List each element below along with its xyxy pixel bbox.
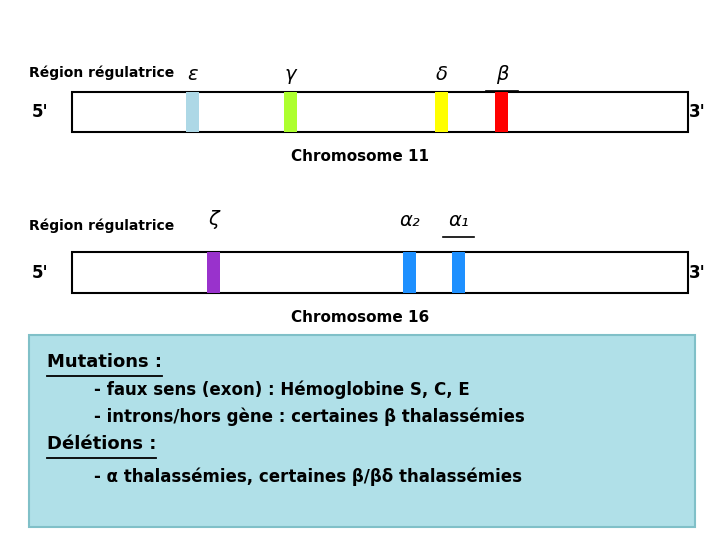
- FancyBboxPatch shape: [435, 92, 448, 132]
- FancyBboxPatch shape: [72, 252, 688, 293]
- Text: ε: ε: [187, 65, 197, 84]
- Text: 5': 5': [31, 264, 48, 282]
- FancyBboxPatch shape: [495, 92, 508, 132]
- Text: α₂: α₂: [400, 211, 420, 231]
- FancyBboxPatch shape: [284, 92, 297, 132]
- Text: - faux sens (exon) : Hémoglobine S, C, E: - faux sens (exon) : Hémoglobine S, C, E: [94, 381, 469, 399]
- Text: β: β: [495, 65, 508, 84]
- Text: 3': 3': [688, 264, 706, 282]
- Text: γ: γ: [284, 65, 296, 84]
- Text: δ: δ: [436, 65, 447, 84]
- FancyBboxPatch shape: [29, 335, 695, 526]
- Text: Chromosome 16: Chromosome 16: [291, 310, 429, 325]
- FancyBboxPatch shape: [72, 92, 688, 132]
- FancyBboxPatch shape: [186, 92, 199, 132]
- Text: Chromosome 11: Chromosome 11: [291, 149, 429, 164]
- Text: Mutations :: Mutations :: [47, 353, 162, 371]
- Text: - introns/hors gène : certaines β thalassémies: - introns/hors gène : certaines β thalas…: [94, 408, 524, 426]
- Text: ζ: ζ: [208, 210, 218, 229]
- Text: α₁: α₁: [449, 211, 469, 231]
- Text: - α thalassémies, certaines β/βδ thalassémies: - α thalassémies, certaines β/βδ thalass…: [94, 467, 521, 485]
- FancyBboxPatch shape: [207, 252, 220, 293]
- Text: 5': 5': [31, 103, 48, 121]
- Text: Région régulatrice: Région régulatrice: [29, 66, 174, 80]
- FancyBboxPatch shape: [452, 252, 465, 293]
- Text: Région régulatrice: Région régulatrice: [29, 219, 174, 233]
- Text: 3': 3': [688, 103, 706, 121]
- FancyBboxPatch shape: [403, 252, 416, 293]
- Text: Délétions :: Délétions :: [47, 435, 156, 453]
